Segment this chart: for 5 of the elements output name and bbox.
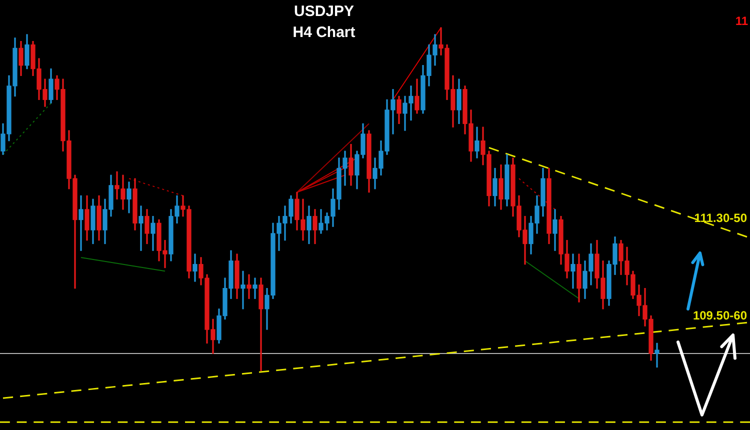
annotation: 11 — [735, 14, 748, 28]
chart-title: USDJPY — [294, 3, 354, 21]
series-label: 111.30-50 — [694, 210, 748, 225]
series-label: 109.50-60 — [692, 308, 748, 322]
chart-subtitle: H4 Chart — [292, 24, 356, 42]
